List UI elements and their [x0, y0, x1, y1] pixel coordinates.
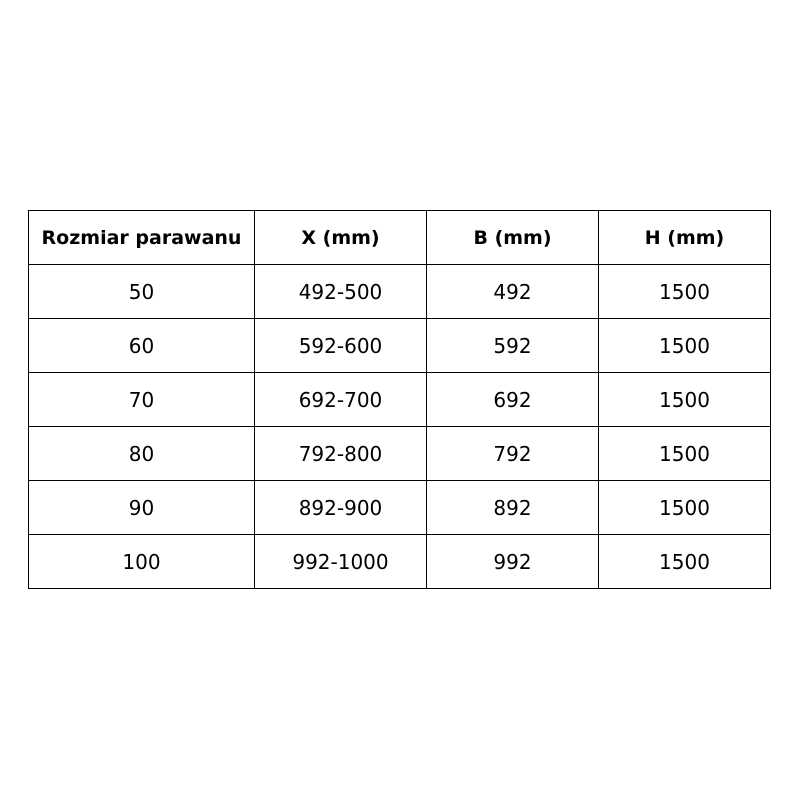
column-header: B (mm)	[426, 210, 599, 265]
table-cell: 792	[426, 426, 599, 481]
table-cell: 60	[28, 318, 255, 373]
table-row: 90 892-900 892 1500	[28, 480, 771, 535]
table-row: 100 992-1000 992 1500	[28, 534, 771, 589]
table-row: 50 492-500 492 1500	[28, 264, 771, 319]
table-cell: 892	[426, 480, 599, 535]
table-cell: 1500	[598, 264, 771, 319]
table-cell: 592-600	[254, 318, 427, 373]
table-cell: 892-900	[254, 480, 427, 535]
column-header: Rozmiar parawanu	[28, 210, 255, 265]
table-cell: 692-700	[254, 372, 427, 427]
table-cell: 80	[28, 426, 255, 481]
table-cell: 1500	[598, 426, 771, 481]
table-cell: 50	[28, 264, 255, 319]
table-cell: 100	[28, 534, 255, 589]
table-cell: 792-800	[254, 426, 427, 481]
table-cell: 492-500	[254, 264, 427, 319]
table-cell: 1500	[598, 372, 771, 427]
table-cell: 992	[426, 534, 599, 589]
table-cell: 592	[426, 318, 599, 373]
table-cell: 1500	[598, 318, 771, 373]
column-header: H (mm)	[598, 210, 771, 265]
table-cell: 492	[426, 264, 599, 319]
table-cell: 992-1000	[254, 534, 427, 589]
table-row: 70 692-700 692 1500	[28, 372, 771, 427]
table-cell: 1500	[598, 534, 771, 589]
table-row: 60 592-600 592 1500	[28, 318, 771, 373]
table-cell: 90	[28, 480, 255, 535]
column-header: X (mm)	[254, 210, 427, 265]
table-cell: 70	[28, 372, 255, 427]
table-cell: 1500	[598, 480, 771, 535]
table-cell: 692	[426, 372, 599, 427]
header-row: Rozmiar parawanu X (mm) B (mm) H (mm)	[28, 210, 771, 265]
table-row: 80 792-800 792 1500	[28, 426, 771, 481]
size-table: Rozmiar parawanu X (mm) B (mm) H (mm) 50 492…	[28, 210, 771, 589]
